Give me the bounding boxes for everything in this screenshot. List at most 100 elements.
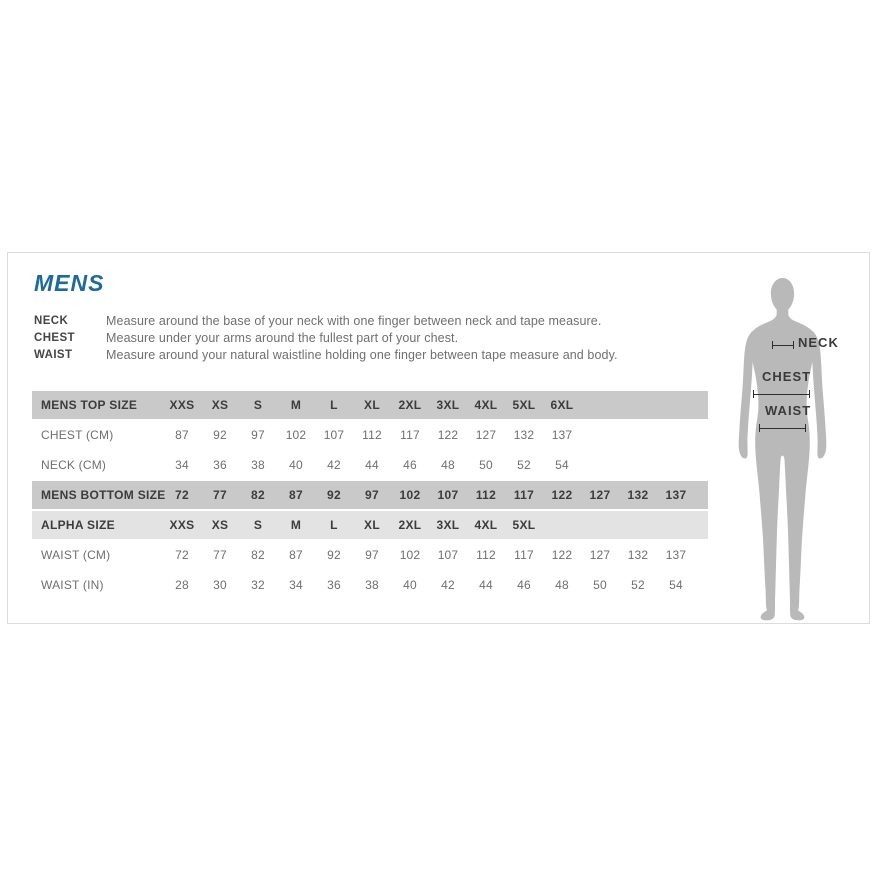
size-cell: S [253,398,263,412]
size-cell: 97 [365,488,379,502]
size-cell: 112 [476,548,496,562]
size-cell: 127 [475,428,497,442]
table-row: ALPHA SIZE XXS XS S M L XL 2XL 3XL 4XL 5XL [32,511,708,539]
size-cell: 132 [627,548,649,562]
size-cell: 28 [175,578,189,592]
instruction-label: CHEST [34,332,75,344]
size-cell: 52 [517,458,531,472]
size-cell: 112 [475,488,497,502]
size-chart-panel: MENS NECK Measure around the base of your… [7,252,870,624]
size-cell: 87 [289,548,303,562]
size-cell: 48 [441,458,455,472]
size-cell: 82 [251,548,265,562]
instruction-text: Measure around your natural waistline ho… [106,348,618,362]
size-cell: 132 [627,488,649,502]
table-row: CHEST (CM) 87 92 97 102 107 112 117 122 127 132 137 [32,421,708,449]
size-cell: 34 [175,458,189,472]
size-cell: 46 [403,458,417,472]
chest-measure-line [753,390,810,398]
size-cell: 3XL [436,518,460,532]
row-label: ALPHA SIZE [41,518,115,532]
size-cell: XXS [169,398,195,412]
size-cell: 2XL [398,518,422,532]
size-cell: XXS [169,518,195,532]
size-cell: 34 [289,578,303,592]
size-cell: 3XL [436,398,460,412]
size-cell: 92 [327,548,341,562]
measure-instruction: WAIST Measure around your natural waistli… [34,347,618,364]
page-title: MENS [34,270,105,296]
size-cell: 137 [551,428,573,442]
size-cell: 122 [551,548,573,562]
table-row: MENS BOTTOM SIZE 72 77 82 87 92 97 102 107 112 117… [32,481,708,509]
neck-measure-line [772,341,794,349]
size-cell: 82 [251,488,265,502]
size-cell: 42 [441,578,455,592]
size-cell: 132 [513,428,535,442]
size-cell: 46 [517,578,531,592]
size-cell: L [330,398,338,412]
size-cell: 102 [399,488,421,502]
size-cell: 122 [551,488,573,502]
measure-instruction: NECK Measure around the base of your neck… [34,313,618,330]
size-cell: 50 [479,458,493,472]
body-figure: NECK CHEST WAIST [726,273,871,625]
size-cell: 117 [400,428,420,442]
size-cell: 92 [213,428,227,442]
waist-measure-line [759,424,806,432]
silhouette-head [770,277,795,317]
table-row: NECK (CM) 34 36 38 40 42 44 46 48 50 52 54 [32,451,708,479]
figure-neck-label: NECK [798,335,839,350]
size-cell: 72 [175,548,189,562]
size-cell: 102 [285,428,307,442]
silhouette-torso-legs [750,314,815,621]
size-cell: 137 [665,548,687,562]
size-cell: 40 [289,458,303,472]
size-cell: 122 [437,428,459,442]
row-label: WAIST (CM) [41,548,111,562]
size-cell: 87 [289,488,303,502]
row-label: NECK (CM) [41,458,107,472]
size-cell: 97 [365,548,379,562]
size-cell: XL [364,518,380,532]
size-cell: 54 [669,578,683,592]
size-cell: 127 [589,488,611,502]
size-cell: 117 [514,548,534,562]
size-cell: 40 [403,578,417,592]
size-cell: 54 [555,458,569,472]
instruction-label: WAIST [34,349,73,361]
size-cell: 30 [213,578,227,592]
size-cell: 72 [175,488,189,502]
size-cell: M [290,518,302,532]
row-label: MENS TOP SIZE [41,398,138,412]
body-silhouette [738,277,827,621]
size-cell: 87 [175,428,189,442]
measure-instruction: CHEST Measure under your arms around the … [34,330,618,347]
size-cell: 102 [399,548,421,562]
table-row: MENS TOP SIZE XXS XS S M L XL 2XL 3XL 4XL 5XL 6XL [32,391,708,419]
size-table: MENS TOP SIZE XXS XS S M L XL 2XL 3XL 4XL 5XL 6XL CH… [32,391,708,601]
size-cell: 48 [555,578,569,592]
table-row: WAIST (IN) 28 30 32 34 36 38 40 42 44 46 48 50 52 54 [32,571,708,599]
size-cell: 97 [251,428,265,442]
table-row: WAIST (CM) 72 77 82 87 92 97 102 107 112 117 122 127… [32,541,708,569]
size-cell: L [330,518,338,532]
size-cell: 137 [665,488,687,502]
size-cell: 42 [327,458,341,472]
size-cell: 117 [513,488,535,502]
size-cell: 38 [365,578,379,592]
size-cell: 44 [479,578,493,592]
row-label: WAIST (IN) [41,578,104,592]
silhouette-right-arm [809,330,827,459]
row-label: CHEST (CM) [41,428,114,442]
size-cell: 127 [589,548,611,562]
size-cell: S [253,518,263,532]
size-cell: 4XL [474,518,498,532]
size-cell: XS [211,398,229,412]
size-cell: 107 [437,488,459,502]
size-cell: 107 [323,428,345,442]
size-cell: 36 [213,458,227,472]
size-cell: 2XL [398,398,422,412]
size-cell: 4XL [474,398,498,412]
size-cell: 6XL [550,398,574,412]
